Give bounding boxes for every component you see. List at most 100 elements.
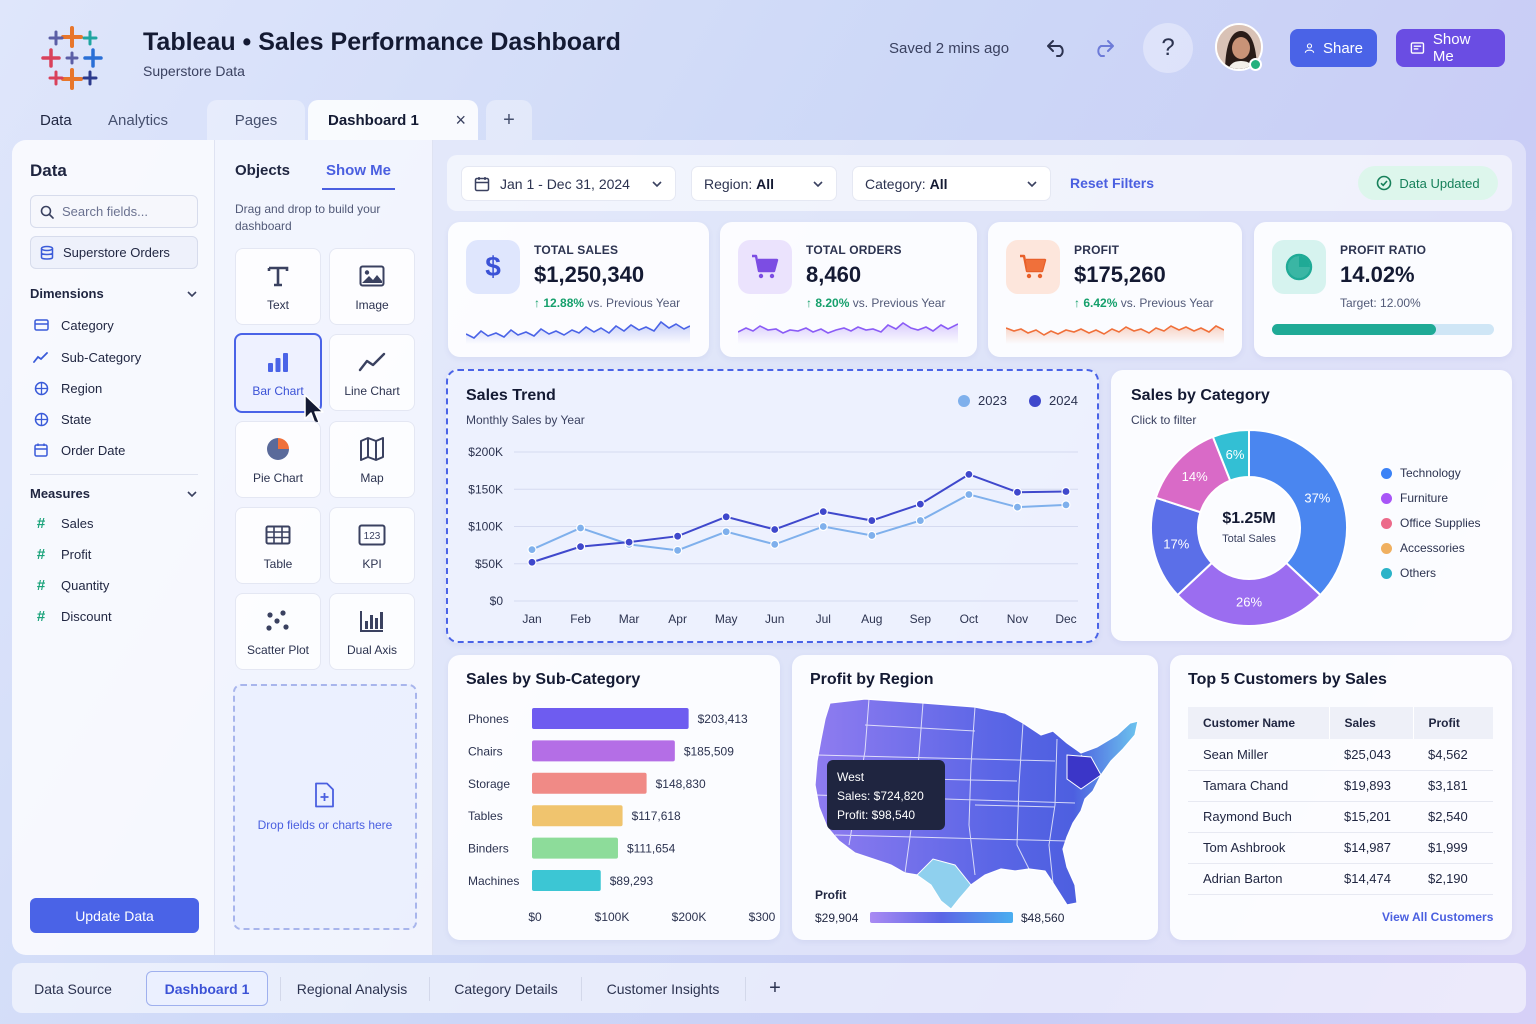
category-filter[interactable]: Category: All bbox=[852, 166, 1051, 201]
tile-image[interactable]: Image bbox=[329, 248, 415, 325]
view-all-customers-link[interactable]: View All Customers bbox=[1382, 910, 1494, 924]
legend-2024[interactable]: 2024 bbox=[1029, 393, 1078, 408]
close-tab-icon[interactable]: × bbox=[455, 109, 466, 130]
donut-slice-furniture[interactable] bbox=[1176, 561, 1322, 627]
legend-item-accessories[interactable]: Accessories bbox=[1381, 541, 1481, 555]
tab-show-me[interactable]: Show Me bbox=[322, 162, 395, 190]
bar-chairs[interactable] bbox=[532, 740, 675, 762]
table-row[interactable]: Raymond Buch $15,201 $2,540 bbox=[1188, 801, 1493, 833]
northeast-region[interactable] bbox=[1066, 754, 1102, 790]
sheet-tab-customer-insights[interactable]: Customer Insights bbox=[606, 980, 720, 997]
add-sheet-button[interactable]: + bbox=[769, 977, 781, 999]
tile-kpi[interactable]: 123 KPI bbox=[329, 507, 415, 584]
data-point-2023[interactable] bbox=[770, 539, 780, 549]
measure-sales[interactable]: # Sales bbox=[33, 515, 94, 532]
sheet-tab-data-source[interactable]: Data Source bbox=[34, 980, 112, 997]
data-point-2024[interactable] bbox=[770, 524, 780, 535]
legend-item-others[interactable]: Others bbox=[1381, 566, 1481, 580]
data-point-2023[interactable] bbox=[673, 545, 683, 555]
dimension-region[interactable]: Region bbox=[33, 380, 102, 396]
kpi-card-total-orders[interactable]: TOTAL ORDERS 8,460 ↑ 8.20% vs. Previous … bbox=[720, 222, 977, 357]
us-map-shape[interactable] bbox=[814, 698, 1139, 910]
data-point-2023[interactable] bbox=[1012, 502, 1023, 512]
dimensions-header[interactable]: Dimensions bbox=[30, 286, 198, 301]
bar-machines[interactable] bbox=[532, 870, 601, 891]
data-point-2023[interactable] bbox=[915, 515, 925, 526]
tab-objects[interactable]: Objects bbox=[235, 162, 291, 179]
measures-header[interactable]: Measures bbox=[30, 486, 198, 501]
bar-phones[interactable] bbox=[532, 708, 689, 729]
data-point-2024[interactable] bbox=[915, 499, 925, 509]
drop-zone[interactable]: Drop fields or charts here bbox=[233, 684, 417, 930]
tile-scatter-plot[interactable]: Scatter Plot bbox=[235, 593, 321, 670]
tab-dashboard-1[interactable]: Dashboard 1 × bbox=[308, 100, 478, 140]
data-point-2023[interactable] bbox=[867, 530, 877, 541]
region-filter[interactable]: Region: All bbox=[691, 166, 837, 201]
table-row[interactable]: Sean Miller $25,043 $4,562 bbox=[1188, 739, 1493, 771]
tile-dual-axis[interactable]: Dual Axis bbox=[329, 593, 415, 670]
tile-table[interactable]: Table bbox=[235, 507, 321, 584]
data-point-2024[interactable] bbox=[673, 531, 683, 541]
legend-item-technology[interactable]: Technology bbox=[1381, 466, 1481, 480]
tab-data[interactable]: Data bbox=[40, 111, 72, 129]
kpi-card-total-sales[interactable]: $ TOTAL SALES $1,250,340 ↑ 12.88% vs. Pr… bbox=[448, 222, 709, 357]
data-point-2024[interactable] bbox=[818, 506, 828, 517]
dimension-sub-category[interactable]: Sub-Category bbox=[33, 349, 141, 365]
date-range-filter[interactable]: Jan 1 - Dec 31, 2024 bbox=[461, 166, 676, 201]
data-point-2024[interactable] bbox=[1012, 487, 1023, 497]
data-point-2023[interactable] bbox=[1061, 500, 1071, 510]
sheet-tab-regional-analysis[interactable]: Regional Analysis bbox=[296, 980, 408, 997]
add-tab-button[interactable]: + bbox=[486, 100, 532, 140]
data-point-2023[interactable] bbox=[818, 521, 828, 532]
dimension-category[interactable]: Category bbox=[33, 317, 114, 333]
measure-discount[interactable]: # Discount bbox=[33, 608, 112, 625]
data-point-2024[interactable] bbox=[867, 515, 877, 526]
tile-pie-chart[interactable]: Pie Chart bbox=[235, 421, 321, 498]
search-fields-input[interactable]: Search fields... bbox=[30, 195, 198, 228]
redo-icon[interactable] bbox=[1087, 31, 1121, 65]
sheet-tab-dashboard-1[interactable]: Dashboard 1 bbox=[146, 971, 268, 1006]
measure-quantity[interactable]: # Quantity bbox=[33, 577, 110, 594]
data-point-2023[interactable] bbox=[721, 527, 731, 537]
table-row[interactable]: Tom Ashbrook $14,987 $1,999 bbox=[1188, 832, 1493, 864]
reset-filters-link[interactable]: Reset Filters bbox=[1070, 175, 1155, 191]
tab-analytics[interactable]: Analytics bbox=[108, 111, 169, 129]
data-point-2024[interactable] bbox=[624, 537, 634, 547]
donut-slice-technology[interactable] bbox=[1248, 428, 1348, 597]
sales-trend-card[interactable] bbox=[446, 369, 1099, 643]
kpi-card-profit-ratio[interactable]: PROFIT RATIO 14.02% Target: 12.00% bbox=[1254, 222, 1512, 357]
tile-text[interactable]: Text bbox=[235, 248, 321, 325]
table-row[interactable]: Adrian Barton $14,474 $2,190 bbox=[1188, 863, 1493, 895]
col-customer-name[interactable]: Customer Name bbox=[1188, 707, 1329, 739]
bar-binders[interactable] bbox=[532, 837, 618, 859]
col-profit[interactable]: Profit bbox=[1412, 707, 1493, 739]
bar-storage[interactable] bbox=[532, 772, 647, 794]
data-point-2024[interactable] bbox=[527, 557, 537, 567]
kpi-card-profit[interactable]: PROFIT $175,260 ↑ 6.42% vs. Previous Yea… bbox=[988, 222, 1242, 357]
data-source-item[interactable]: Superstore Orders bbox=[30, 236, 198, 269]
table-row[interactable]: Tamara Chand $19,893 $3,181 bbox=[1188, 770, 1493, 802]
user-avatar[interactable] bbox=[1215, 23, 1263, 71]
data-point-2024[interactable] bbox=[1061, 486, 1071, 497]
legend-2023[interactable]: 2023 bbox=[958, 393, 1007, 408]
bar-tables[interactable] bbox=[532, 805, 623, 827]
legend-item-furniture[interactable]: Furniture bbox=[1381, 491, 1481, 505]
legend-item-office-supplies[interactable]: Office Supplies bbox=[1381, 516, 1481, 530]
tile-line-chart[interactable]: Line Chart bbox=[329, 334, 415, 411]
dimension-order-date[interactable]: Order Date bbox=[33, 442, 125, 458]
donut-slice-others[interactable] bbox=[1211, 428, 1250, 482]
help-button[interactable]: ? bbox=[1143, 23, 1193, 73]
data-point-2024[interactable] bbox=[721, 512, 731, 522]
share-button[interactable]: Share bbox=[1290, 29, 1377, 67]
dimension-state[interactable]: State bbox=[33, 411, 91, 427]
sub-category-card[interactable] bbox=[448, 655, 780, 940]
undo-icon[interactable] bbox=[1040, 31, 1074, 65]
tab-pages[interactable]: Pages bbox=[207, 100, 305, 140]
tile-map[interactable]: Map bbox=[329, 421, 415, 498]
update-data-button[interactable]: Update Data bbox=[30, 898, 199, 933]
texas-region[interactable] bbox=[916, 858, 972, 910]
show-me-button[interactable]: Show Me bbox=[1396, 29, 1505, 67]
data-point-2023[interactable] bbox=[575, 523, 586, 533]
col-sales[interactable]: Sales bbox=[1328, 707, 1413, 739]
sub-category-bar-chart[interactable]: Phones $203,413 Chairs $185,509 Storage $148,… bbox=[458, 698, 776, 930]
